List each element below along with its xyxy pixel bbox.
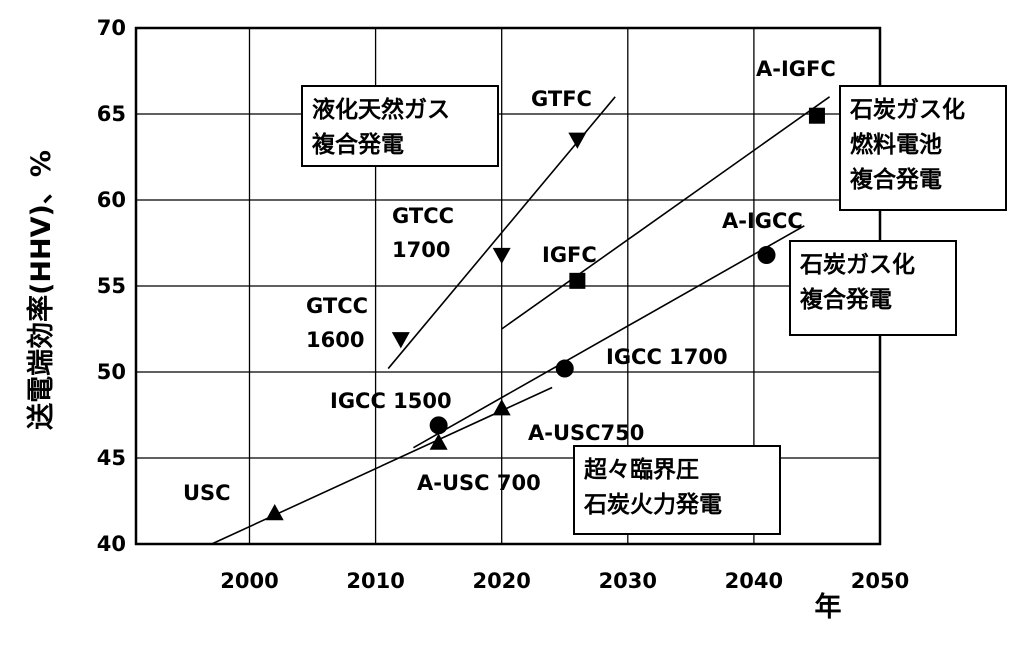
annotation-line: 石炭火力発電 (583, 492, 722, 518)
annotation-line: 液化天然ガス (312, 96, 450, 123)
annotation-line: 石炭ガス化 (849, 96, 965, 123)
annotation-boxes: 液化天然ガス複合発電石炭ガス化燃料電池複合発電石炭ガス化複合発電超々臨界圧石炭火… (301, 85, 1007, 535)
triangle-up-marker (429, 433, 448, 450)
point-label-line: 1600 (306, 328, 364, 352)
data-points (265, 107, 825, 521)
y-tick-label: 70 (97, 16, 126, 40)
point-label: IGCC 1700 (606, 345, 728, 369)
x-tick-label: 2000 (220, 569, 278, 593)
point-label-line: A-USC750 (528, 421, 644, 445)
y-axis-title: 送電端効率(HHV)、% (25, 150, 57, 430)
point-label: A-USC750 (528, 421, 644, 445)
circle-marker (429, 416, 448, 435)
point-label: GTCC 1700 (392, 204, 454, 262)
point-label-line: 1700 (392, 238, 450, 262)
point-label: USC (183, 481, 231, 505)
annotation-line: 燃料電池 (850, 131, 942, 158)
y-tick-label: 55 (97, 274, 126, 298)
annotation-text: 液化天然ガス複合発電 (312, 96, 450, 158)
point-label-line: GTCC (306, 294, 368, 318)
y-tick-label: 60 (97, 188, 126, 212)
triangle-down-marker (492, 247, 511, 265)
point-label: IGFC (542, 243, 597, 267)
y-tick-label: 50 (97, 360, 126, 384)
point-label-line: GTCC (392, 204, 454, 228)
point-label-line: IGFC (542, 243, 597, 267)
annotation-line: 複合発電 (312, 131, 404, 158)
y-tick-label: 45 (97, 446, 126, 470)
point-label-line: A-USC 700 (417, 471, 541, 495)
triangle-up-marker (265, 504, 284, 521)
point-label: A-IGFC (756, 57, 836, 81)
trend-line (413, 225, 805, 449)
point-label: A-USC 700 (417, 471, 541, 495)
y-tick-label: 65 (97, 102, 126, 126)
annotation-box (301, 85, 499, 167)
x-tick-label: 2040 (725, 569, 783, 593)
annotation-box (573, 445, 781, 535)
annotation-line: 複合発電 (850, 166, 942, 193)
y-tick-label: 40 (97, 532, 126, 556)
annotation-line: 石炭ガス化 (799, 251, 915, 278)
point-label-line: IGCC 1500 (330, 389, 452, 413)
point-label: IGCC 1500 (330, 389, 452, 413)
x-tick-label: 2010 (346, 569, 404, 593)
triangle-down-marker (391, 332, 410, 349)
annotation-line: 超々臨界圧 (584, 456, 699, 483)
annotation-line: 複合発電 (800, 286, 892, 313)
square-marker (569, 272, 586, 289)
annotation-box (839, 85, 1007, 211)
x-axis-title: 年 (815, 591, 842, 623)
annotation-box (789, 240, 957, 336)
point-label: GTCC 1600 (306, 294, 368, 352)
annotation-text: 石炭ガス化燃料電池複合発電 (849, 96, 965, 193)
x-tick-label: 2050 (851, 569, 909, 593)
triangle-down-marker (568, 132, 587, 149)
annotation-text: 石炭ガス化複合発電 (799, 251, 915, 313)
point-label-line: IGCC 1700 (606, 345, 728, 369)
square-marker (808, 107, 825, 124)
point-label-line: USC (183, 481, 231, 505)
point-label-line: GTFC (531, 87, 592, 111)
point-label-line: A-IGCC (722, 209, 803, 233)
trend-line (501, 96, 831, 330)
annotation-text: 超々臨界圧石炭火力発電 (583, 456, 722, 518)
point-labels: USC A-USC 700 A-USC750 IGCC 1500 IGCC 1700 A-… (183, 57, 836, 505)
point-label: A-IGCC (722, 209, 803, 233)
x-tick-label: 2030 (599, 569, 657, 593)
point-label: GTFC (531, 87, 592, 111)
point-label-line: A-IGFC (756, 57, 836, 81)
circle-marker (555, 359, 574, 378)
axis-ticks: 2000 2010 2020 2030 2040 2050 40 45 50 55 60 65 70 (97, 16, 909, 593)
x-tick-label: 2020 (472, 569, 530, 593)
triangle-up-marker (492, 399, 511, 416)
circle-marker (757, 246, 776, 265)
